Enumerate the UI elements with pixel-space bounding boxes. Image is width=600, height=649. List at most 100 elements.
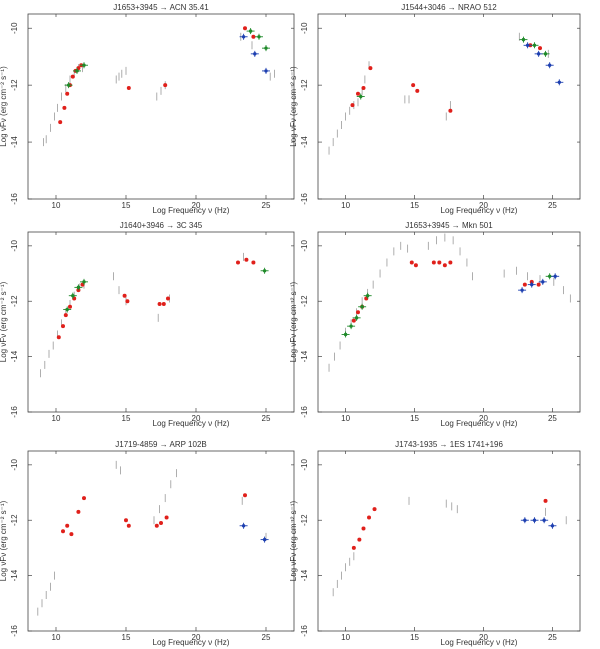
red-point <box>538 46 543 51</box>
red-point <box>56 335 61 340</box>
red-point <box>68 304 72 309</box>
green-point <box>248 29 253 33</box>
y-tick-label: -16 <box>300 193 309 205</box>
x-tick-label: 10 <box>341 201 350 210</box>
x-tick-label: 10 <box>52 201 61 210</box>
red-point <box>409 260 414 265</box>
red-point <box>58 120 63 125</box>
blue-point <box>262 537 267 542</box>
red-point <box>355 310 360 315</box>
x-tick-label: 25 <box>548 201 557 210</box>
green-point <box>262 269 267 273</box>
red-point <box>236 260 240 265</box>
green-point <box>354 316 359 320</box>
panel-title: J1640+3946 → 3C 345 <box>120 221 203 230</box>
green-point <box>547 274 552 279</box>
sed-panel-4: J1653+3945 → Mkn 501 10 15 20 25 -10 -12 -14 -16… <box>289 221 581 428</box>
panel-title: J1653+3945 → ACN 35.41 <box>113 3 209 12</box>
green-point <box>66 83 71 87</box>
green-point <box>365 293 370 298</box>
green-point <box>76 285 81 290</box>
sed-panel-5: J1719-4859 → ARP 102B 10 15 20 25 -10 -12 -14 -1… <box>0 440 295 647</box>
x-tick-label: 20 <box>479 414 488 423</box>
red-point <box>350 103 355 108</box>
panel-title: J1544+3046 → NRAO 512 <box>401 3 497 12</box>
red-point <box>65 523 70 528</box>
x-tick-label: 15 <box>410 201 419 210</box>
red-point <box>357 537 362 542</box>
x-tick-label: 20 <box>479 201 488 210</box>
red-point <box>82 496 86 501</box>
x-tick-label: 25 <box>262 414 271 423</box>
red-point <box>125 299 130 304</box>
panel-frame <box>317 13 581 200</box>
blue-point <box>553 274 557 279</box>
green-point <box>349 324 353 328</box>
y-tick-label: -14 <box>300 136 309 148</box>
x-tick-label: 10 <box>52 633 61 642</box>
red-point <box>448 108 453 113</box>
y-tick-label: -12 <box>300 295 309 307</box>
blue-point <box>264 69 268 73</box>
y-tick-label: -16 <box>300 625 309 637</box>
y-tick-label: -12 <box>10 514 19 526</box>
red-point <box>442 263 447 268</box>
red-point <box>361 526 366 531</box>
x-tick-label: 15 <box>410 633 419 642</box>
x-tick-label: 25 <box>548 414 557 423</box>
red-point <box>122 293 127 298</box>
red-point <box>351 545 356 550</box>
y-tick-label: -12 <box>300 79 309 91</box>
sed-panel-1: J1653+3945 → ACN 35.41 10 15 20 25 -10 -12 -14 -… <box>0 3 295 215</box>
red-point <box>62 105 67 110</box>
blue-point <box>542 518 546 522</box>
x-tick-label: 25 <box>262 633 271 642</box>
sed-panel-2: J1544+3046 → NRAO 512 10 15 20 25 -10 -12 -14 -1… <box>289 3 581 215</box>
red-point <box>65 91 70 96</box>
red-point <box>522 282 527 287</box>
panel-frame <box>27 231 295 413</box>
green-point <box>82 63 86 67</box>
panel-title: J1719-4859 → ARP 102B <box>115 440 206 449</box>
red-point <box>251 34 256 39</box>
red-point <box>437 260 442 265</box>
red-point <box>63 313 68 318</box>
x-tick-label: 15 <box>122 201 131 210</box>
red-point <box>69 532 74 537</box>
blue-point <box>241 35 246 39</box>
blue-point <box>536 52 541 56</box>
y-tick-label: -16 <box>10 193 19 205</box>
blue-point <box>520 288 524 292</box>
blue-point <box>525 43 530 48</box>
blue-point <box>523 518 527 522</box>
x-tick-label: 15 <box>410 414 419 423</box>
blue-point <box>547 63 552 67</box>
y-tick-label: -10 <box>10 22 19 34</box>
red-point <box>76 509 81 514</box>
blue-point <box>541 280 545 284</box>
green-point <box>82 280 86 284</box>
x-tick-label: 25 <box>548 633 557 642</box>
red-point <box>159 521 163 525</box>
y-tick-label: -14 <box>10 136 19 148</box>
red-point <box>164 515 169 520</box>
red-point <box>431 260 436 265</box>
blue-point <box>253 52 257 56</box>
red-point <box>411 83 416 88</box>
green-point <box>532 43 537 48</box>
red-point <box>543 498 548 503</box>
red-point <box>415 88 420 93</box>
green-point <box>543 52 548 56</box>
blue-point <box>557 80 562 85</box>
sed-panel-6: J1743-1935 → 1ES 1741+196 10 15 20 25 -10 -12 -… <box>289 440 581 647</box>
y-tick-label: -14 <box>10 569 19 581</box>
y-tick-label: -10 <box>300 22 309 34</box>
x-tick-label: 20 <box>192 414 201 423</box>
x-axis-label: Log Frequency ν (Hz) <box>441 638 518 647</box>
x-tick-label: 15 <box>122 633 131 642</box>
red-point <box>244 257 249 262</box>
y-tick-label: -10 <box>10 459 19 471</box>
x-tick-label: 10 <box>341 414 350 423</box>
green-point <box>257 35 261 39</box>
